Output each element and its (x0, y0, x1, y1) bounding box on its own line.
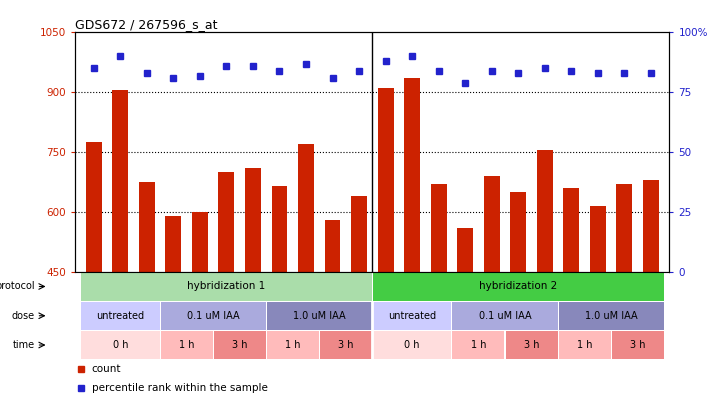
Text: 3 h: 3 h (523, 340, 539, 350)
Bar (377, 88, 394, 272)
Bar (160, 302, 266, 330)
Text: dose: dose (11, 311, 35, 321)
Bar (611, 331, 664, 359)
Text: 3 h: 3 h (232, 340, 248, 350)
Bar (298, 144, 314, 272)
Text: count: count (92, 364, 121, 374)
Text: 0.1 uM IAA: 0.1 uM IAA (479, 311, 531, 321)
Text: time: time (13, 340, 35, 350)
Text: percentile rank within the sample: percentile rank within the sample (92, 383, 268, 392)
Text: untreated: untreated (388, 311, 436, 321)
Bar (404, 78, 420, 272)
Text: hybridization 1: hybridization 1 (188, 281, 266, 292)
Text: 0.1 uM IAA: 0.1 uM IAA (187, 311, 239, 321)
Bar (192, 212, 208, 272)
Bar (373, 331, 451, 359)
Bar (245, 168, 261, 272)
Bar (112, 90, 128, 272)
Text: 1.0 uM IAA: 1.0 uM IAA (585, 311, 637, 321)
Bar (537, 150, 553, 272)
Bar (165, 216, 181, 272)
Bar (160, 331, 213, 359)
Bar (431, 184, 447, 272)
Bar (351, 196, 367, 272)
Bar (511, 192, 526, 272)
Text: 3 h: 3 h (630, 340, 645, 350)
Bar (86, 142, 102, 272)
Bar (458, 228, 473, 272)
Text: 0 h: 0 h (405, 340, 420, 350)
Bar (139, 182, 155, 272)
Bar (373, 273, 664, 301)
Bar (590, 206, 606, 272)
Bar (505, 331, 558, 359)
Bar (213, 331, 266, 359)
Bar (373, 302, 451, 330)
Text: protocol: protocol (0, 281, 35, 292)
Bar (81, 273, 372, 301)
Text: hybridization 2: hybridization 2 (479, 281, 557, 292)
Bar (218, 172, 234, 272)
Bar (81, 331, 160, 359)
Bar (81, 302, 160, 330)
Text: 0 h: 0 h (112, 340, 128, 350)
Bar (616, 184, 632, 272)
Bar (271, 186, 287, 272)
Bar (558, 302, 664, 330)
Text: 1.0 uM IAA: 1.0 uM IAA (293, 311, 346, 321)
Bar (267, 331, 319, 359)
Text: 1 h: 1 h (470, 340, 486, 350)
Bar (484, 176, 500, 272)
Text: 3 h: 3 h (338, 340, 354, 350)
Text: 1 h: 1 h (179, 340, 194, 350)
Text: GDS672 / 267596_s_at: GDS672 / 267596_s_at (75, 18, 218, 31)
Bar (320, 331, 372, 359)
Text: 1 h: 1 h (285, 340, 301, 350)
Bar (453, 302, 558, 330)
Text: untreated: untreated (96, 311, 145, 321)
Bar (558, 331, 611, 359)
Bar (563, 188, 579, 272)
Text: 1 h: 1 h (577, 340, 592, 350)
Bar (324, 220, 341, 272)
Bar (643, 180, 659, 272)
Bar (267, 302, 372, 330)
Bar (453, 331, 505, 359)
